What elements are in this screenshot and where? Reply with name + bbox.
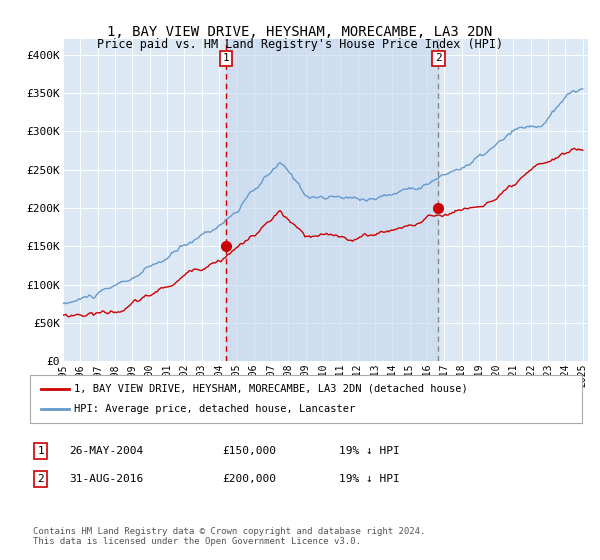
Text: £150,000: £150,000 bbox=[222, 446, 276, 456]
Text: HPI: Average price, detached house, Lancaster: HPI: Average price, detached house, Lanc… bbox=[74, 404, 355, 414]
Text: 2: 2 bbox=[435, 53, 442, 63]
Text: 19% ↓ HPI: 19% ↓ HPI bbox=[339, 446, 400, 456]
Text: 1, BAY VIEW DRIVE, HEYSHAM, MORECAMBE, LA3 2DN: 1, BAY VIEW DRIVE, HEYSHAM, MORECAMBE, L… bbox=[107, 25, 493, 39]
Text: Contains HM Land Registry data © Crown copyright and database right 2024.
This d: Contains HM Land Registry data © Crown c… bbox=[33, 526, 425, 546]
Text: 1, BAY VIEW DRIVE, HEYSHAM, MORECAMBE, LA3 2DN (detached house): 1, BAY VIEW DRIVE, HEYSHAM, MORECAMBE, L… bbox=[74, 384, 468, 394]
Text: £200,000: £200,000 bbox=[222, 474, 276, 484]
Text: 19% ↓ HPI: 19% ↓ HPI bbox=[339, 474, 400, 484]
Text: 1: 1 bbox=[37, 446, 44, 456]
Text: 31-AUG-2016: 31-AUG-2016 bbox=[69, 474, 143, 484]
Text: Price paid vs. HM Land Registry's House Price Index (HPI): Price paid vs. HM Land Registry's House … bbox=[97, 38, 503, 51]
Bar bbox=[226, 39, 439, 361]
Text: 1: 1 bbox=[223, 53, 229, 63]
Text: 26-MAY-2004: 26-MAY-2004 bbox=[69, 446, 143, 456]
Text: 2: 2 bbox=[37, 474, 44, 484]
